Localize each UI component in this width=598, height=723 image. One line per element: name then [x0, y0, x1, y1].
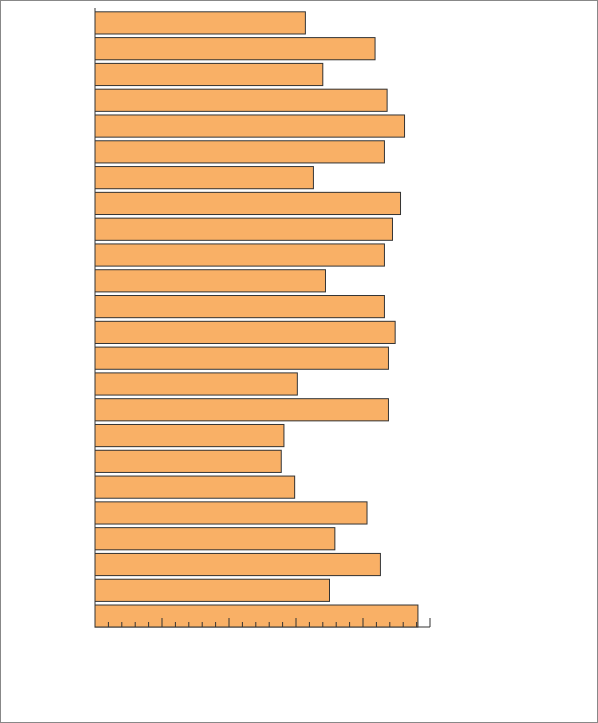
bar [94, 449, 282, 473]
bar [94, 269, 326, 293]
bar [94, 88, 388, 112]
bar [94, 191, 402, 216]
bar [94, 295, 385, 319]
bar [94, 62, 324, 87]
bar [94, 501, 368, 525]
bar [94, 114, 406, 138]
bar [94, 527, 336, 551]
bar [94, 320, 396, 344]
bar [94, 552, 381, 577]
bar [94, 372, 298, 396]
bar [94, 37, 376, 61]
bar [94, 346, 389, 370]
bar [94, 423, 285, 448]
bar [94, 475, 296, 499]
bar [94, 243, 385, 267]
bar [94, 11, 306, 35]
bar [94, 166, 314, 190]
bar [94, 140, 385, 164]
bar [94, 217, 393, 241]
bar [94, 604, 419, 628]
bar [94, 398, 389, 422]
bar [94, 578, 330, 602]
